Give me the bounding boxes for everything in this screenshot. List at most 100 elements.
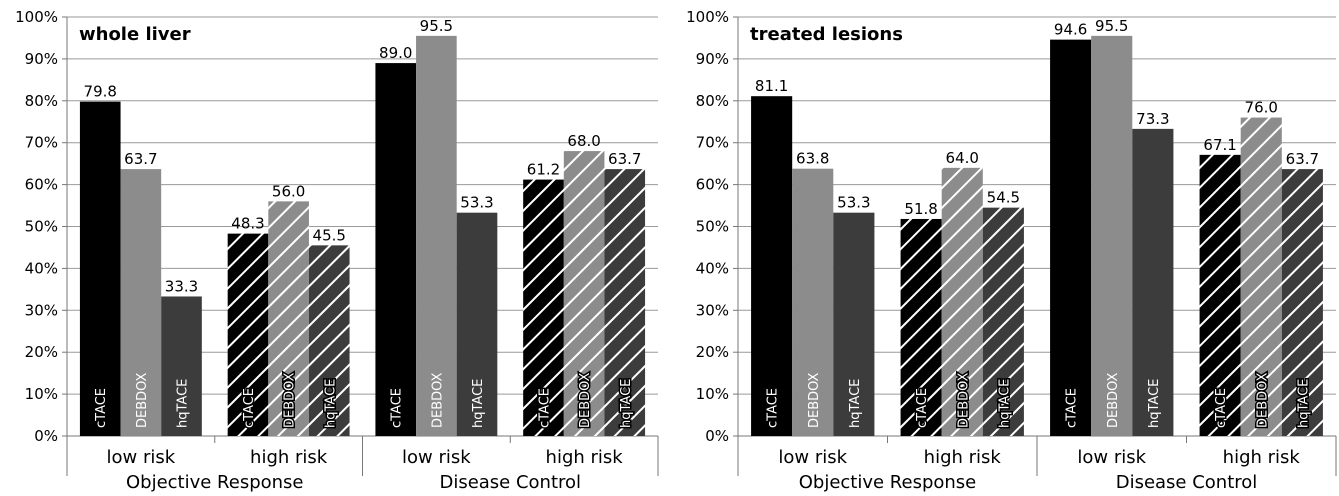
bar [1281, 169, 1323, 437]
value-label: 95.5 [420, 17, 453, 35]
y-tick-label: 30% [25, 301, 58, 319]
chart-panel-1: 0% 10% 20% 30% 40% 50% 60% 70% 80% 90% 100% 79.8 cTA… [15, 8, 659, 493]
series-label: cTACE [390, 388, 405, 428]
x-outcome-label: Disease Control [1116, 472, 1258, 493]
value-label: 64.0 [946, 149, 979, 167]
value-label: 89.0 [379, 44, 412, 62]
bar [1199, 154, 1241, 436]
series-label: DEBDOX [135, 372, 150, 428]
value-label: 73.3 [1136, 110, 1169, 128]
value-label: 33.3 [165, 277, 198, 295]
x-category-label: low risk [107, 447, 176, 468]
y-tick-label: 80% [25, 92, 58, 110]
bar [416, 35, 457, 436]
bar [563, 151, 605, 436]
x-category-label: high risk [1223, 447, 1301, 468]
series-label: DEBDOX [1106, 372, 1121, 428]
x-category-label: high risk [250, 447, 328, 468]
value-label: 76.0 [1245, 99, 1278, 117]
bar [751, 96, 793, 436]
y-tick-label: 90% [696, 50, 729, 68]
y-tick-label: 90% [25, 50, 58, 68]
series-label: DEBDOX [956, 372, 971, 428]
y-tick-label: 20% [696, 343, 729, 361]
series-label: hqTACE [1296, 379, 1311, 428]
y-tick-label: 70% [696, 134, 729, 152]
y-tick-label: 60% [696, 176, 729, 194]
bar [833, 212, 875, 436]
x-category-label: low risk [402, 447, 471, 468]
x-category-label: high risk [546, 447, 624, 468]
value-label: 95.5 [1095, 17, 1128, 35]
series-label: cTACE [1065, 388, 1080, 428]
bar [1050, 39, 1092, 436]
value-label: 63.8 [796, 150, 829, 168]
y-tick-label: 50% [696, 218, 729, 236]
value-label: 56.0 [272, 182, 305, 200]
series-label: hqTACE [1147, 379, 1162, 428]
series-label: hqTACE [848, 379, 863, 428]
value-label: 45.5 [313, 226, 346, 244]
value-label: 48.3 [231, 215, 264, 233]
x-outcome-label: Disease Control [439, 472, 581, 493]
x-category-label: low risk [1077, 447, 1146, 468]
x-outcome-label: Objective Response [799, 472, 977, 493]
bar [268, 201, 309, 436]
value-label: 81.1 [755, 77, 788, 95]
series-label: cTACE [915, 388, 930, 428]
bar [161, 296, 202, 436]
series-label: cTACE [1214, 388, 1229, 428]
panel-title: whole liver [79, 24, 191, 45]
x-category-label: high risk [924, 447, 1002, 468]
series-label: DEBDOX [283, 372, 298, 428]
y-tick-label: 50% [25, 218, 58, 236]
value-label: 68.0 [567, 132, 600, 150]
chart-panel-2: 0% 10% 20% 30% 40% 50% 60% 70% 80% 90% 100% 81.1 cTA… [686, 8, 1337, 493]
y-tick-label: 10% [25, 385, 58, 403]
y-tick-label: 0% [705, 427, 729, 445]
series-label: cTACE [537, 388, 552, 428]
series-label: hqTACE [176, 379, 191, 428]
series-label: cTACE [766, 388, 781, 428]
bar [792, 168, 834, 437]
bar [79, 101, 121, 436]
value-label: 51.8 [904, 200, 937, 218]
bar [900, 218, 942, 436]
bar [523, 179, 564, 436]
series-label: cTACE [242, 388, 257, 428]
y-tick-label: 20% [25, 343, 58, 361]
y-tick-label: 40% [25, 259, 58, 277]
y-tick-label: 0% [34, 427, 58, 445]
series-label: hqTACE [619, 379, 634, 428]
bar [941, 167, 983, 436]
y-tick-label: 70% [25, 134, 58, 152]
value-label: 67.1 [1203, 136, 1236, 154]
bar [456, 212, 498, 436]
bar [1240, 117, 1282, 436]
bar [1091, 35, 1133, 436]
bar [375, 63, 417, 437]
value-label: 63.7 [124, 150, 157, 168]
value-label: 61.2 [527, 161, 560, 179]
series-label: DEBDOX [1255, 372, 1270, 428]
series-label: DEBDOX [430, 372, 445, 428]
value-label: 63.7 [608, 150, 641, 168]
y-tick-label: 30% [696, 301, 729, 319]
value-label: 94.6 [1054, 21, 1087, 39]
bar [604, 169, 646, 437]
series-label: cTACE [94, 388, 109, 428]
series-label: DEBDOX [578, 372, 593, 428]
bar [1132, 128, 1174, 437]
y-tick-label: 100% [686, 8, 729, 26]
value-label: 53.3 [460, 194, 493, 212]
bar [227, 233, 269, 436]
bar [120, 169, 162, 437]
y-tick-label: 80% [696, 92, 729, 110]
value-label: 53.3 [837, 194, 870, 212]
y-tick-label: 60% [25, 176, 58, 194]
value-label: 54.5 [987, 189, 1020, 207]
series-label: DEBDOX [807, 372, 822, 428]
y-tick-label: 10% [696, 385, 729, 403]
series-label: hqTACE [997, 379, 1012, 428]
